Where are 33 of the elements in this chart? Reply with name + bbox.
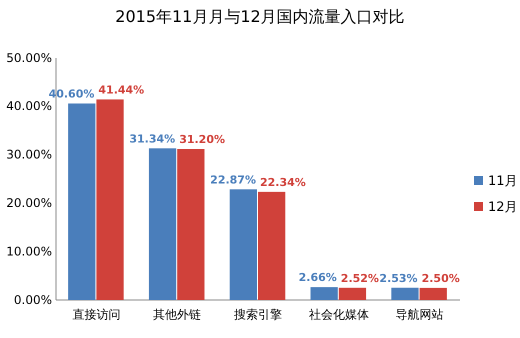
y-tick-label: 50.00% — [6, 50, 52, 65]
y-tick-label: 10.00% — [6, 244, 52, 258]
data-label: 22.87% — [210, 173, 256, 186]
y-tick-label: 20.00% — [6, 196, 52, 210]
y-tick-label: 30.00% — [6, 148, 52, 162]
data-label: 31.34% — [129, 132, 176, 146]
x-tick-label: 直接访问 — [72, 308, 120, 322]
data-label: 2.66% — [298, 271, 337, 284]
data-label: 22.34% — [260, 176, 306, 189]
bar — [230, 189, 257, 300]
data-label: 41.44% — [98, 83, 144, 96]
x-tick-label: 其他外链 — [153, 308, 202, 322]
bar — [310, 287, 338, 300]
y-tick-label: 0.00% — [14, 292, 52, 307]
bar — [68, 103, 96, 300]
bar — [338, 288, 366, 300]
x-tick-label: 导航网站 — [396, 308, 444, 322]
data-label: 2.53% — [379, 272, 418, 285]
chart-title: 2015年11月月与12月国内流量入口对比 — [115, 7, 405, 26]
data-label: 2.52% — [340, 272, 379, 285]
x-tick-label: 搜索引擎 — [234, 308, 282, 322]
bar — [148, 148, 176, 300]
bar — [258, 192, 286, 300]
bar — [96, 99, 124, 300]
legend-label: 12月 — [488, 200, 518, 215]
bar — [391, 288, 419, 300]
data-label: 2.50% — [422, 272, 460, 285]
y-tick-label: 40.00% — [6, 99, 52, 114]
legend-label: 11月 — [488, 174, 518, 189]
bar — [420, 288, 447, 300]
x-tick-label: 社会化媒体 — [308, 308, 369, 322]
data-label: 31.20% — [179, 132, 226, 146]
bar — [177, 148, 204, 300]
